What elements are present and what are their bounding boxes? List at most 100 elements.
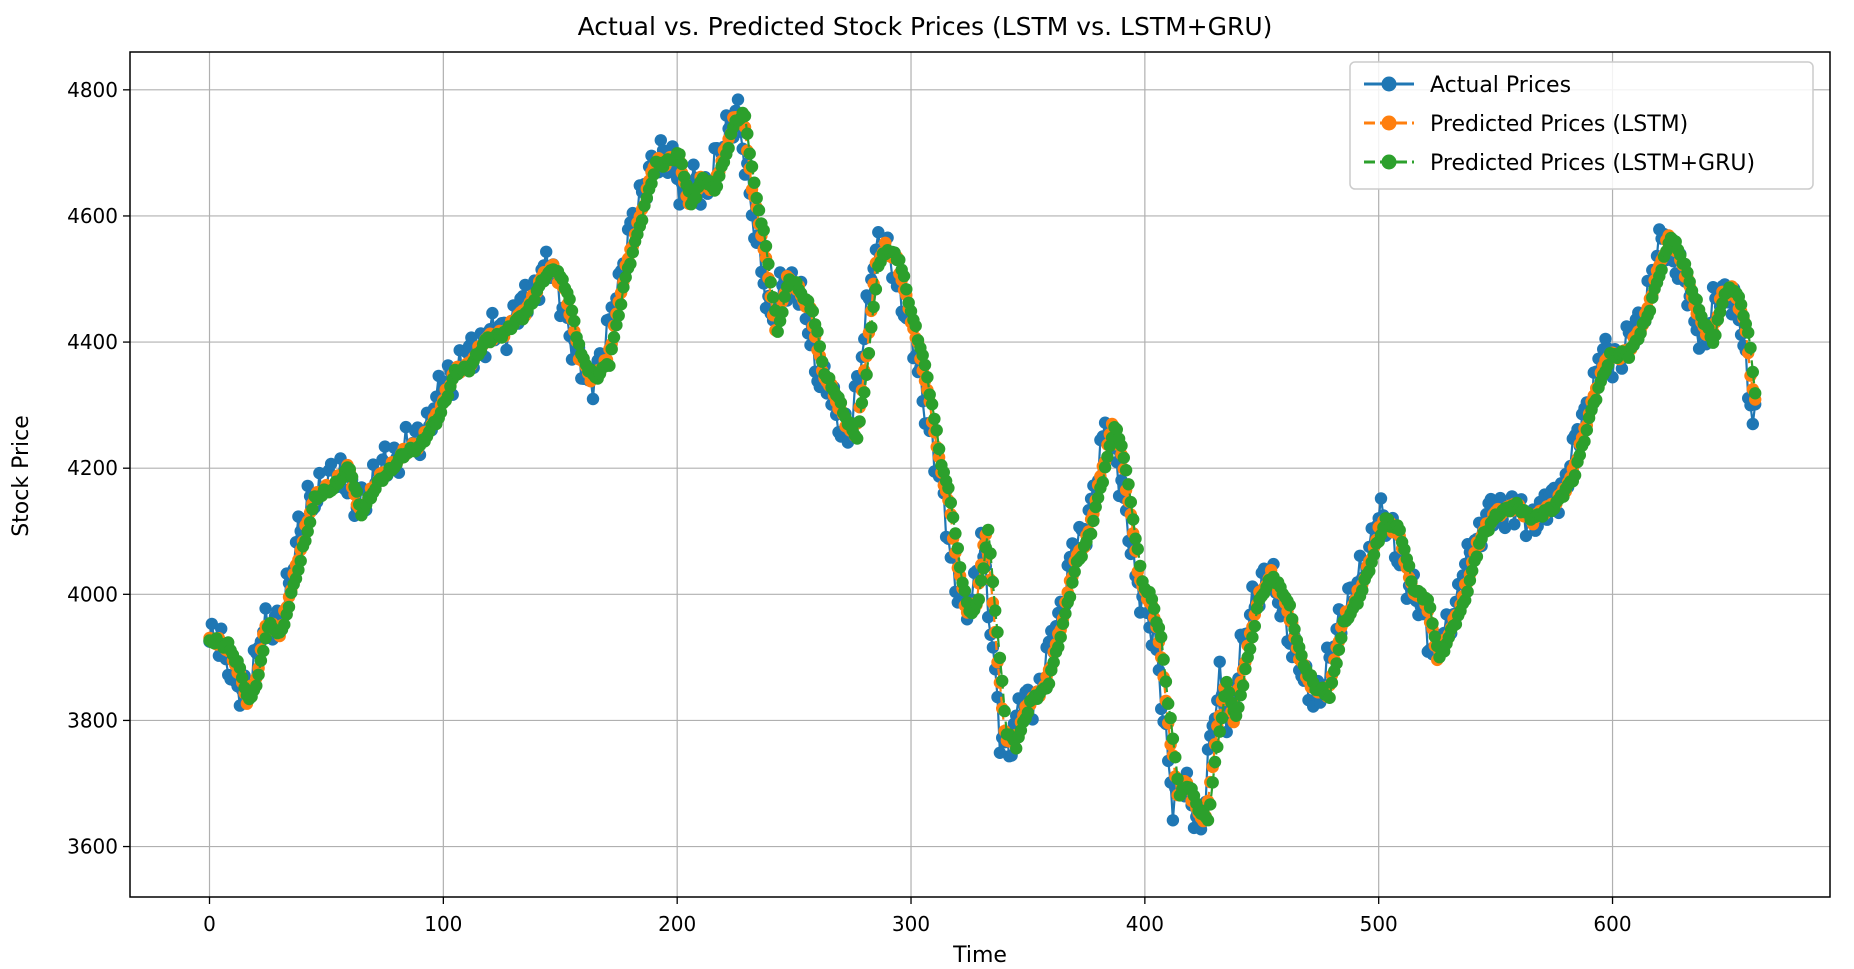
data-point-lstm-gru bbox=[306, 502, 319, 516]
data-point-lstm-gru bbox=[610, 318, 623, 332]
data-point-lstm-gru bbox=[1709, 329, 1722, 342]
data-point-lstm-gru bbox=[1148, 602, 1161, 615]
data-point-lstm-gru bbox=[259, 632, 272, 645]
data-point-lstm-gru bbox=[1734, 298, 1748, 311]
data-point-lstm-gru bbox=[1234, 689, 1247, 702]
data-point-lstm-gru bbox=[858, 386, 871, 399]
data-point-lstm-gru bbox=[1215, 711, 1229, 725]
y-axis-ticks: 3600 3800 4000 4200 4400 4600 4800 bbox=[67, 78, 130, 859]
data-point-lstm-gru bbox=[1059, 607, 1072, 620]
data-point-lstm-gru bbox=[867, 300, 880, 314]
data-point-lstm-gru bbox=[1423, 601, 1437, 614]
data-point-lstm-gru bbox=[738, 109, 752, 123]
data-point-lstm-gru bbox=[916, 349, 929, 362]
data-point-lstm-gru bbox=[1573, 448, 1587, 462]
legend-marker-actual bbox=[1381, 76, 1397, 92]
data-point-lstm-gru bbox=[1208, 755, 1222, 769]
data-point-lstm-gru bbox=[1084, 527, 1098, 541]
data-point-lstm-gru bbox=[1283, 599, 1297, 612]
data-point-lstm-gru bbox=[624, 257, 637, 270]
data-point-lstm-gru bbox=[921, 371, 934, 384]
data-point-actual bbox=[1166, 814, 1180, 827]
data-point-lstm-gru bbox=[1634, 327, 1647, 340]
legend-marker-lstm bbox=[1381, 115, 1397, 131]
series-layer bbox=[203, 93, 1762, 836]
data-point-lstm-gru bbox=[603, 359, 616, 372]
data-point-lstm-gru bbox=[1402, 559, 1416, 573]
x-tick-label: 200 bbox=[658, 912, 696, 936]
data-point-lstm-gru bbox=[932, 442, 946, 456]
data-point-lstm-gru bbox=[1744, 341, 1757, 355]
data-point-actual bbox=[1519, 529, 1533, 543]
data-point-lstm-gru bbox=[565, 304, 579, 317]
y-tick-label: 3800 bbox=[67, 708, 118, 732]
data-point-lstm-gru bbox=[806, 305, 819, 318]
data-point-lstm-gru bbox=[713, 169, 726, 183]
data-point-actual bbox=[465, 331, 478, 344]
data-point-lstm-gru bbox=[1746, 365, 1760, 379]
data-point-lstm-gru bbox=[1010, 742, 1023, 755]
data-point-actual bbox=[1615, 362, 1629, 375]
data-point-lstm-gru bbox=[1091, 491, 1105, 504]
data-point-lstm-gru bbox=[942, 481, 955, 495]
data-point-lstm-gru bbox=[1622, 351, 1636, 364]
data-point-lstm-gru bbox=[972, 593, 985, 606]
data-point-lstm-gru bbox=[1131, 542, 1145, 556]
data-point-actual bbox=[313, 466, 326, 480]
data-point-lstm-gru bbox=[236, 671, 249, 684]
data-point-lstm-gru bbox=[250, 679, 263, 692]
data-point-actual bbox=[1353, 549, 1367, 562]
data-point-lstm-gru bbox=[1580, 423, 1594, 437]
data-point-lstm-gru bbox=[1211, 740, 1224, 754]
data-point-lstm-gru bbox=[1047, 656, 1060, 669]
data-point-actual bbox=[731, 93, 745, 106]
data-point-lstm-gru bbox=[1248, 619, 1262, 633]
data-point-actual bbox=[1374, 492, 1388, 505]
data-point-actual bbox=[872, 226, 885, 239]
data-point-lstm-gru bbox=[1169, 751, 1182, 764]
data-point-lstm-gru bbox=[989, 604, 1002, 617]
chart-title: Actual vs. Predicted Stock Prices (LSTM … bbox=[578, 12, 1273, 41]
data-point-actual bbox=[993, 746, 1007, 759]
x-axis-ticks: 0 100 200 300 400 500 600 bbox=[203, 897, 1632, 936]
data-point-lstm-gru bbox=[977, 562, 990, 575]
data-point-actual bbox=[586, 392, 600, 406]
data-point-lstm-gru bbox=[953, 561, 967, 574]
data-point-lstm-gru bbox=[1681, 266, 1694, 279]
data-point-lstm-gru bbox=[278, 618, 291, 631]
data-point-lstm-gru bbox=[1204, 798, 1217, 811]
data-point-lstm-gru bbox=[975, 574, 988, 587]
data-point-lstm-gru bbox=[689, 191, 703, 204]
data-point-lstm-gru bbox=[757, 224, 770, 237]
data-point-lstm-gru bbox=[647, 168, 660, 181]
data-point-lstm-gru bbox=[1110, 423, 1124, 436]
data-point-lstm-gru bbox=[1398, 543, 1411, 556]
data-point-lstm-gru bbox=[1096, 476, 1110, 489]
legend-entry-lstm-gru: Predicted Prices (LSTM+GRU) bbox=[1364, 151, 1755, 176]
data-point-lstm-gru bbox=[1330, 657, 1343, 670]
data-point-lstm-gru bbox=[759, 239, 773, 253]
data-point-actual bbox=[654, 134, 667, 147]
data-point-lstm-gru bbox=[626, 246, 639, 259]
data-point-lstm-gru bbox=[1129, 532, 1142, 545]
data-point-lstm-gru bbox=[1426, 617, 1439, 630]
data-point-lstm-gru bbox=[951, 542, 964, 555]
data-point-lstm-gru bbox=[1590, 393, 1603, 406]
x-tick-label: 300 bbox=[892, 912, 930, 936]
x-tick-label: 500 bbox=[1360, 912, 1398, 936]
data-point-lstm-gru bbox=[1054, 630, 1067, 644]
data-point-lstm-gru bbox=[944, 496, 957, 509]
data-point-lstm-gru bbox=[993, 651, 1007, 665]
data-point-lstm-gru bbox=[1356, 584, 1369, 597]
data-point-lstm-gru bbox=[1042, 677, 1056, 690]
data-point-lstm-gru bbox=[1323, 691, 1336, 704]
data-point-lstm-gru bbox=[1134, 559, 1147, 573]
data-point-lstm-gru bbox=[1568, 469, 1582, 482]
data-point-actual bbox=[673, 198, 686, 211]
data-point-lstm-gru bbox=[619, 271, 632, 284]
data-point-lstm-gru bbox=[991, 626, 1004, 639]
data-point-lstm-gru bbox=[1749, 387, 1762, 400]
data-point-lstm-gru bbox=[1461, 585, 1474, 598]
data-point-lstm-gru bbox=[1222, 686, 1236, 699]
